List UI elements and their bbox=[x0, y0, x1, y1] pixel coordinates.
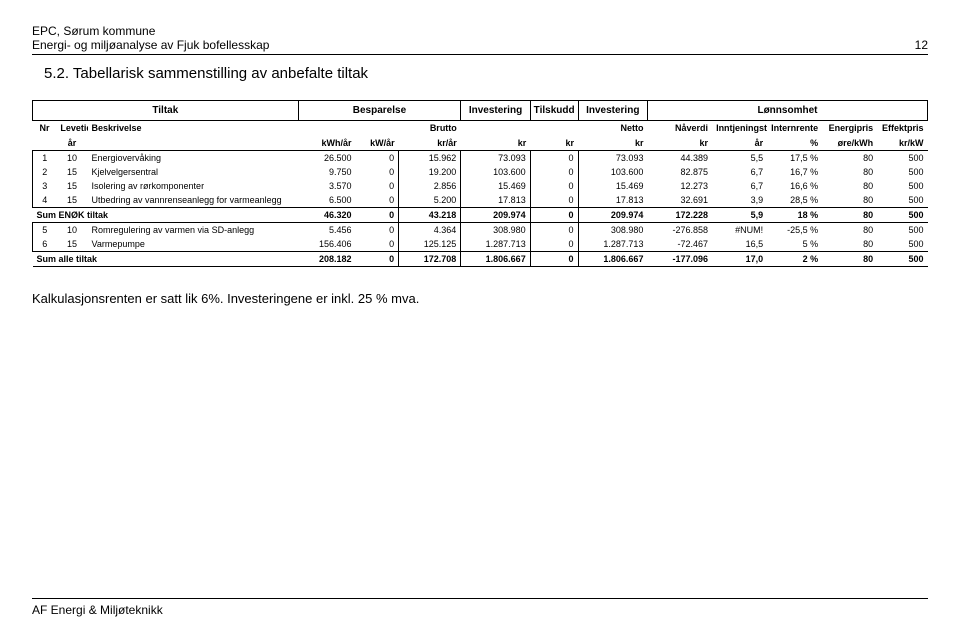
page-footer: AF Energi & Miljøteknikk bbox=[32, 598, 928, 617]
header-line2: Energi- og miljøanalyse av Fjuk bofelles… bbox=[32, 38, 269, 52]
unit-ar2: år bbox=[712, 136, 767, 151]
table-row: 415Utbedring av vannrenseanlegg for varm… bbox=[33, 193, 928, 208]
sub-header-row: Nr Levetid Beskrivelse Brutto Netto Nåve… bbox=[33, 121, 928, 136]
col-effektpris: Effektpris bbox=[877, 121, 927, 136]
unit-header-row: år kWh/år kW/år kr/år kr kr kr kr år % ø… bbox=[33, 136, 928, 151]
page-number: 12 bbox=[915, 38, 928, 52]
group-investering: Investering bbox=[461, 101, 530, 121]
measures-table: Tiltak Besparelse Investering Tilskudd I… bbox=[32, 100, 928, 267]
unit-pct: % bbox=[767, 136, 822, 151]
unit-orekwh: øre/kWh bbox=[822, 136, 877, 151]
table-row: 215Kjelvelgersentral9.750019.200103.6000… bbox=[33, 165, 928, 179]
unit-kr1: kr bbox=[461, 136, 530, 151]
calculation-note: Kalkulasjonsrenten er satt lik 6%. Inves… bbox=[32, 291, 928, 306]
unit-kr3: kr bbox=[578, 136, 647, 151]
col-internrente: Internrente bbox=[767, 121, 822, 136]
group-header-row: Tiltak Besparelse Investering Tilskudd I… bbox=[33, 101, 928, 121]
header-line2-row: Energi- og miljøanalyse av Fjuk bofelles… bbox=[32, 38, 928, 55]
unit-kwhar: kWh/år bbox=[298, 136, 355, 151]
group-besparelse: Besparelse bbox=[298, 101, 461, 121]
unit-kr2: kr bbox=[530, 136, 578, 151]
unit-kr4: kr bbox=[647, 136, 712, 151]
table-row: 110Energiovervåking26.500015.96273.09307… bbox=[33, 151, 928, 166]
col-beskrivelse: Beskrivelse bbox=[88, 121, 299, 136]
unit-ar: år bbox=[56, 136, 87, 151]
group-lonnsomhet: Lønnsomhet bbox=[647, 101, 927, 121]
table-row: 615Varmepumpe156.4060125.1251.287.71301.… bbox=[33, 237, 928, 252]
page-header: EPC, Sørum kommune Energi- og miljøanaly… bbox=[32, 24, 928, 55]
col-levetid: Levetid bbox=[56, 121, 87, 136]
col-inntjeningstid: Inntjeningstid bbox=[712, 121, 767, 136]
sum-row: Sum ENØK tiltak46.320043.218209.9740209.… bbox=[33, 208, 928, 223]
unit-krkw: kr/kW bbox=[877, 136, 927, 151]
header-line1: EPC, Sørum kommune bbox=[32, 24, 928, 38]
group-tilskudd: Tilskudd bbox=[530, 101, 578, 121]
unit-kwar: kW/år bbox=[356, 136, 399, 151]
section-title: 5.2. Tabellarisk sammenstilling av anbef… bbox=[44, 65, 928, 82]
col-netto: Netto bbox=[578, 121, 647, 136]
col-brutto: Brutto bbox=[399, 121, 461, 136]
table-row: 510Romregulering av varmen via SD-anlegg… bbox=[33, 223, 928, 238]
group-investering2: Investering bbox=[578, 101, 647, 121]
sum-row: Sum alle tiltak208.1820172.7081.806.6670… bbox=[33, 252, 928, 267]
table-row: 315Isolering av rørkomponenter3.57002.85… bbox=[33, 179, 928, 193]
col-naverdi: Nåverdi bbox=[647, 121, 712, 136]
unit-krar: kr/år bbox=[399, 136, 461, 151]
group-tiltak: Tiltak bbox=[33, 101, 299, 121]
col-nr: Nr bbox=[33, 121, 57, 136]
col-energipris: Energipris bbox=[822, 121, 877, 136]
